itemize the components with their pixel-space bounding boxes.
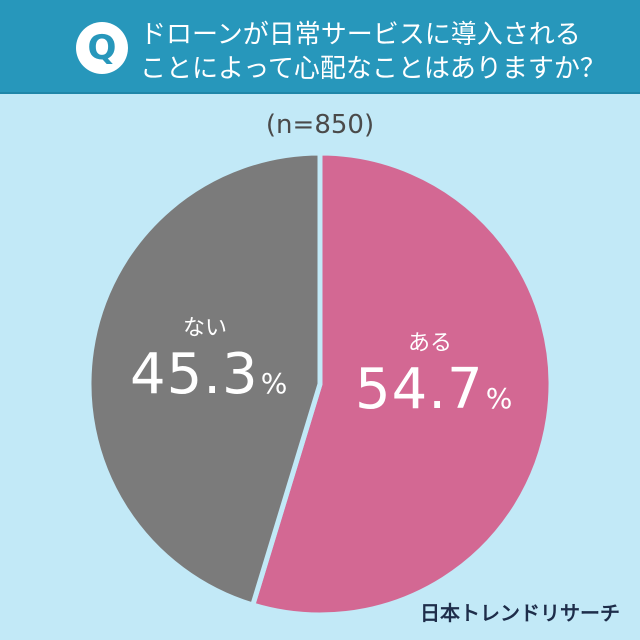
pie-slice-yes bbox=[249, 150, 554, 618]
slice-label-yes: ある 54.7% bbox=[355, 325, 514, 422]
percent-yes: 54.7% bbox=[355, 357, 514, 422]
source-credit: 日本トレンドリサーチ bbox=[420, 601, 620, 625]
sample-size: (n=850) bbox=[265, 110, 375, 140]
question-line-1: ドローンが日常サービスに導入される bbox=[140, 20, 581, 50]
q-badge-icon: Q bbox=[76, 22, 128, 74]
percent-no: 45.3% bbox=[130, 342, 289, 407]
category-yes: ある bbox=[407, 331, 452, 356]
category-no: ない bbox=[182, 316, 227, 341]
question-header: Q ドローンが日常サービスに導入される ことによって心配なことはありますか？ bbox=[0, 0, 640, 94]
pie-slice-no bbox=[86, 150, 323, 609]
question-line-2: ことによって心配なことはありますか？ bbox=[140, 54, 606, 84]
slice-label-no: ない 45.3% bbox=[130, 310, 289, 407]
